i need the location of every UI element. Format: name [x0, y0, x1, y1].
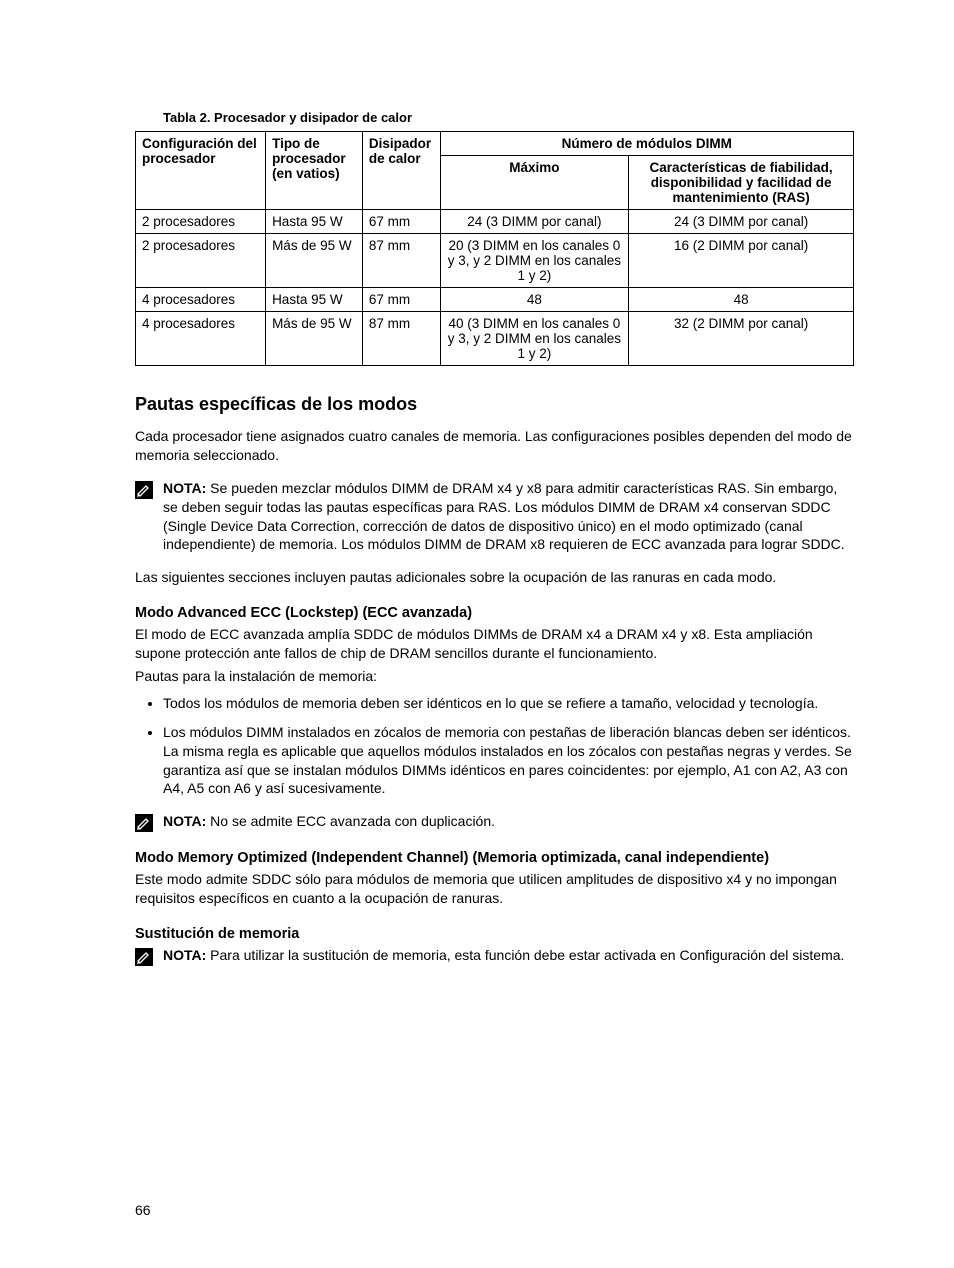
- subheading-replace: Sustitución de memoria: [135, 926, 854, 942]
- table-row: 4 procesadores Hasta 95 W 67 mm 48 48: [136, 288, 854, 312]
- page-number: 66: [135, 1202, 151, 1218]
- note-icon: [135, 814, 153, 832]
- ecc-p1: El modo de ECC avanzada amplía SDDC de m…: [135, 625, 854, 663]
- note-icon: [135, 948, 153, 966]
- note-block: NOTA: Se pueden mezclar módulos DIMM de …: [135, 479, 854, 555]
- note-icon: [135, 481, 153, 499]
- th-max: Máximo: [440, 156, 629, 210]
- processor-heatsink-table: Configuración del procesador Tipo de pro…: [135, 131, 854, 366]
- cell-max: 20 (3 DIMM en los canales 0 y 3, y 2 DIM…: [440, 234, 629, 288]
- note-label: NOTA:: [163, 480, 206, 496]
- document-page: Tabla 2. Procesador y disipador de calor…: [0, 0, 954, 1268]
- cell-config: 4 procesadores: [136, 288, 266, 312]
- cell-max: 48: [440, 288, 629, 312]
- note-text: NOTA: No se admite ECC avanzada con dupl…: [163, 812, 495, 831]
- cell-type: Hasta 95 W: [266, 288, 363, 312]
- cell-heat: 87 mm: [362, 312, 440, 366]
- ecc-p2: Pautas para la instalación de memoria:: [135, 667, 854, 686]
- note-text: NOTA: Para utilizar la sustitución de me…: [163, 946, 844, 965]
- table-row: 2 procesadores Hasta 95 W 67 mm 24 (3 DI…: [136, 210, 854, 234]
- optimized-p: Este modo admite SDDC sólo para módulos …: [135, 870, 854, 908]
- note-block: NOTA: No se admite ECC avanzada con dupl…: [135, 812, 854, 832]
- cell-ras: 32 (2 DIMM por canal): [629, 312, 854, 366]
- cell-config: 2 procesadores: [136, 234, 266, 288]
- cell-heat: 67 mm: [362, 210, 440, 234]
- section-heading-modes: Pautas específicas de los modos: [135, 394, 854, 415]
- cell-ras: 16 (2 DIMM por canal): [629, 234, 854, 288]
- th-ras: Características de fiabilidad, disponibi…: [629, 156, 854, 210]
- subheading-optimized: Modo Memory Optimized (Independent Chann…: [135, 850, 854, 866]
- table-row: 4 procesadores Más de 95 W 87 mm 40 (3 D…: [136, 312, 854, 366]
- list-item: Todos los módulos de memoria deben ser i…: [163, 694, 854, 713]
- list-item: Los módulos DIMM instalados en zócalos d…: [163, 723, 854, 799]
- note-label: NOTA:: [163, 947, 206, 963]
- intro-paragraph: Cada procesador tiene asignados cuatro c…: [135, 427, 854, 465]
- note-body: No se admite ECC avanzada con duplicació…: [206, 813, 495, 829]
- cell-type: Más de 95 W: [266, 234, 363, 288]
- ecc-bullet-list: Todos los módulos de memoria deben ser i…: [135, 694, 854, 798]
- th-type: Tipo de procesador (en vatios): [266, 132, 363, 210]
- th-heat: Disipador de calor: [362, 132, 440, 210]
- th-config: Configuración del procesador: [136, 132, 266, 210]
- cell-ras: 48: [629, 288, 854, 312]
- table-row: 2 procesadores Más de 95 W 87 mm 20 (3 D…: [136, 234, 854, 288]
- cell-type: Hasta 95 W: [266, 210, 363, 234]
- cell-max: 24 (3 DIMM por canal): [440, 210, 629, 234]
- note-label: NOTA:: [163, 813, 206, 829]
- cell-max: 40 (3 DIMM en los canales 0 y 3, y 2 DIM…: [440, 312, 629, 366]
- note-text: NOTA: Se pueden mezclar módulos DIMM de …: [163, 479, 854, 555]
- cell-heat: 67 mm: [362, 288, 440, 312]
- th-dimm-group: Número de módulos DIMM: [440, 132, 853, 156]
- note-block: NOTA: Para utilizar la sustitución de me…: [135, 946, 854, 966]
- table-caption: Tabla 2. Procesador y disipador de calor: [163, 110, 854, 125]
- cell-type: Más de 95 W: [266, 312, 363, 366]
- after-note-paragraph: Las siguientes secciones incluyen pautas…: [135, 568, 854, 587]
- note-body: Para utilizar la sustitución de memoria,…: [206, 947, 844, 963]
- cell-heat: 87 mm: [362, 234, 440, 288]
- note-body: Se pueden mezclar módulos DIMM de DRAM x…: [163, 480, 845, 553]
- cell-config: 4 procesadores: [136, 312, 266, 366]
- subheading-ecc: Modo Advanced ECC (Lockstep) (ECC avanza…: [135, 605, 854, 621]
- cell-config: 2 procesadores: [136, 210, 266, 234]
- cell-ras: 24 (3 DIMM por canal): [629, 210, 854, 234]
